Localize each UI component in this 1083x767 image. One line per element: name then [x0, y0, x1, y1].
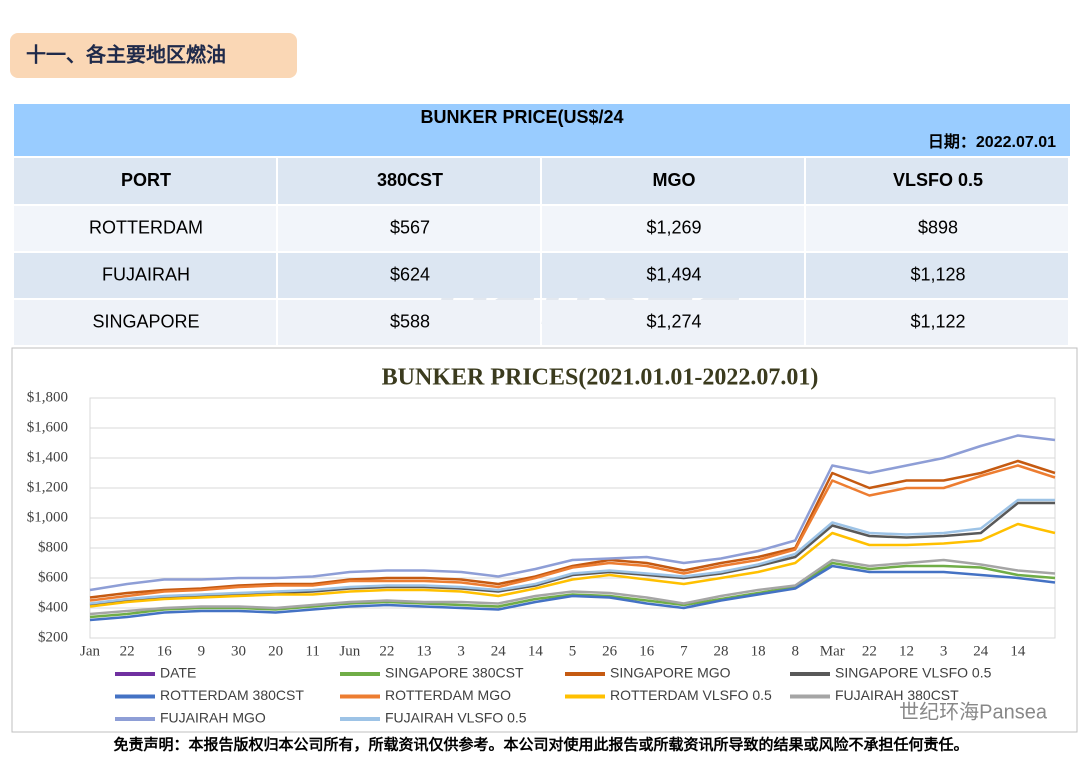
- legend-label: SINGAPORE 380CST: [385, 665, 524, 681]
- legend-label: FUJAIRAH VLSFO 0.5: [385, 710, 527, 726]
- cell-text: $1,128: [910, 264, 965, 284]
- series-line: [89, 561, 1056, 619]
- table-cell: [542, 206, 804, 251]
- x-tick-label: 3: [940, 643, 948, 659]
- x-tick-label: 14: [1010, 643, 1026, 659]
- cell-text: $624: [390, 264, 430, 284]
- table-cell: [278, 158, 540, 204]
- y-tick-label: $400: [38, 599, 68, 615]
- table-cell: [14, 158, 276, 204]
- series-line: [89, 459, 1056, 599]
- x-tick-label: 11: [305, 643, 319, 659]
- y-tick-label: $1,000: [27, 509, 68, 525]
- y-tick-label: $200: [38, 629, 68, 645]
- series-line: [89, 564, 1056, 622]
- legend-label: FUJAIRAH MGO: [160, 710, 266, 726]
- chart: $200 $400 $600 $800 $1,000 $1,200 $1,400 $1,600…: [27, 389, 1056, 726]
- y-tick-label: $1,600: [27, 419, 68, 435]
- table-cell: [806, 300, 1068, 345]
- x-tick-label: 24: [973, 643, 989, 659]
- series-line: [89, 501, 1055, 607]
- plot-area: [89, 397, 1056, 639]
- cell-text: SINGAPORE: [92, 311, 199, 331]
- x-tick-label: 20: [268, 643, 283, 659]
- cell-text: $1,494: [646, 264, 701, 284]
- table-title-bar: [14, 104, 1070, 156]
- cell-text: ROTTERDAM: [89, 217, 203, 237]
- table: PORT 380CST MGO VLSFO 0.5 ROTTERDAM $567 $1,26…: [14, 158, 1068, 345]
- x-tick-label: Jun: [339, 643, 360, 659]
- column-header: MGO: [653, 170, 696, 190]
- cell-text: $898: [918, 217, 958, 237]
- series-line: [89, 498, 1055, 605]
- legend-label: SINGAPORE MGO: [610, 665, 731, 681]
- x-tick-label: 3: [457, 643, 465, 659]
- cell-text: $1,122: [910, 311, 965, 331]
- legend-label: DATE: [160, 665, 196, 681]
- column-header: PORT: [121, 170, 171, 190]
- y-tick-label: $600: [38, 569, 68, 585]
- table-cell: [14, 300, 276, 345]
- x-tick-label: 16: [157, 643, 173, 659]
- series-line: [89, 434, 1056, 592]
- x-tick-label: 18: [751, 643, 766, 659]
- chart-frame: [11, 347, 1078, 733]
- table-cell: [806, 158, 1068, 204]
- series-line: [89, 522, 1056, 608]
- x-tick-label: 22: [379, 643, 394, 659]
- table-cell: [278, 253, 540, 298]
- disclaimer: 免责声明：本报告版权归本公司所有，所载资讯仅供参考。本公司对使用此报告或所载资讯…: [113, 735, 968, 753]
- x-tick-label: 16: [639, 643, 655, 659]
- cell-text: $1,269: [646, 217, 701, 237]
- table-cell: [806, 206, 1068, 251]
- table-cell: [542, 253, 804, 298]
- table-cell: [542, 158, 804, 204]
- x-tick-label: 9: [198, 643, 206, 659]
- x-tick-label: 26: [602, 643, 618, 659]
- x-tick-label: Mar: [820, 643, 845, 659]
- x-tick-label: 24: [491, 643, 507, 659]
- column-header: VLSFO 0.5: [893, 170, 983, 190]
- table-cell: [278, 300, 540, 345]
- x-tick-label: 28: [713, 643, 728, 659]
- section-title: 十一、各主要地区燃油: [26, 42, 226, 66]
- legend-label: FUJAIRAH 380CST: [835, 687, 959, 703]
- x-tick-label: Jan: [80, 643, 100, 659]
- y-tick-label: $1,400: [27, 449, 68, 465]
- y-tick-label: $1,200: [27, 479, 68, 495]
- cell-text: $567: [390, 217, 430, 237]
- wechat-watermark: 世纪环海Pansea: [899, 700, 1048, 723]
- table-cell: [542, 300, 804, 345]
- table-title: BUNKER PRICE(US$/24: [420, 107, 623, 127]
- chart-title: BUNKER PRICES(2021.01.01-2022.07.01): [382, 365, 819, 391]
- x-tick-label: 14: [528, 643, 544, 659]
- cell-text: FUJAIRAH: [102, 264, 190, 284]
- x-tick-label: 30: [231, 643, 246, 659]
- section-tag: [10, 33, 297, 78]
- table-cell: [278, 206, 540, 251]
- table-date: 日期：2022.07.01: [928, 132, 1056, 151]
- x-tick-label: 22: [862, 643, 877, 659]
- column-header: 380CST: [377, 170, 443, 190]
- cell-text: $1,274: [646, 311, 701, 331]
- x-tick-label: 5: [569, 643, 577, 659]
- legend-label: SINGAPORE VLSFO 0.5: [835, 665, 992, 681]
- x-tick-label: 12: [899, 643, 914, 659]
- table-cell: [14, 253, 276, 298]
- cell-text: $588: [390, 311, 430, 331]
- table-cell: [806, 253, 1068, 298]
- table-cell: [14, 206, 276, 251]
- series-line: [89, 558, 1056, 616]
- legend-label: ROTTERDAM VLSFO 0.5: [610, 687, 772, 703]
- x-tick-label: 22: [120, 643, 135, 659]
- x-tick-label: 8: [791, 643, 799, 659]
- series-line: [89, 464, 1056, 602]
- y-tick-label: $1,800: [27, 389, 68, 405]
- legend-label: ROTTERDAM MGO: [385, 687, 511, 703]
- y-tick-label: $800: [38, 539, 68, 555]
- x-tick-label: 13: [417, 643, 432, 659]
- x-tick-label: 7: [680, 643, 688, 659]
- legend-label: ROTTERDAM 380CST: [160, 687, 304, 703]
